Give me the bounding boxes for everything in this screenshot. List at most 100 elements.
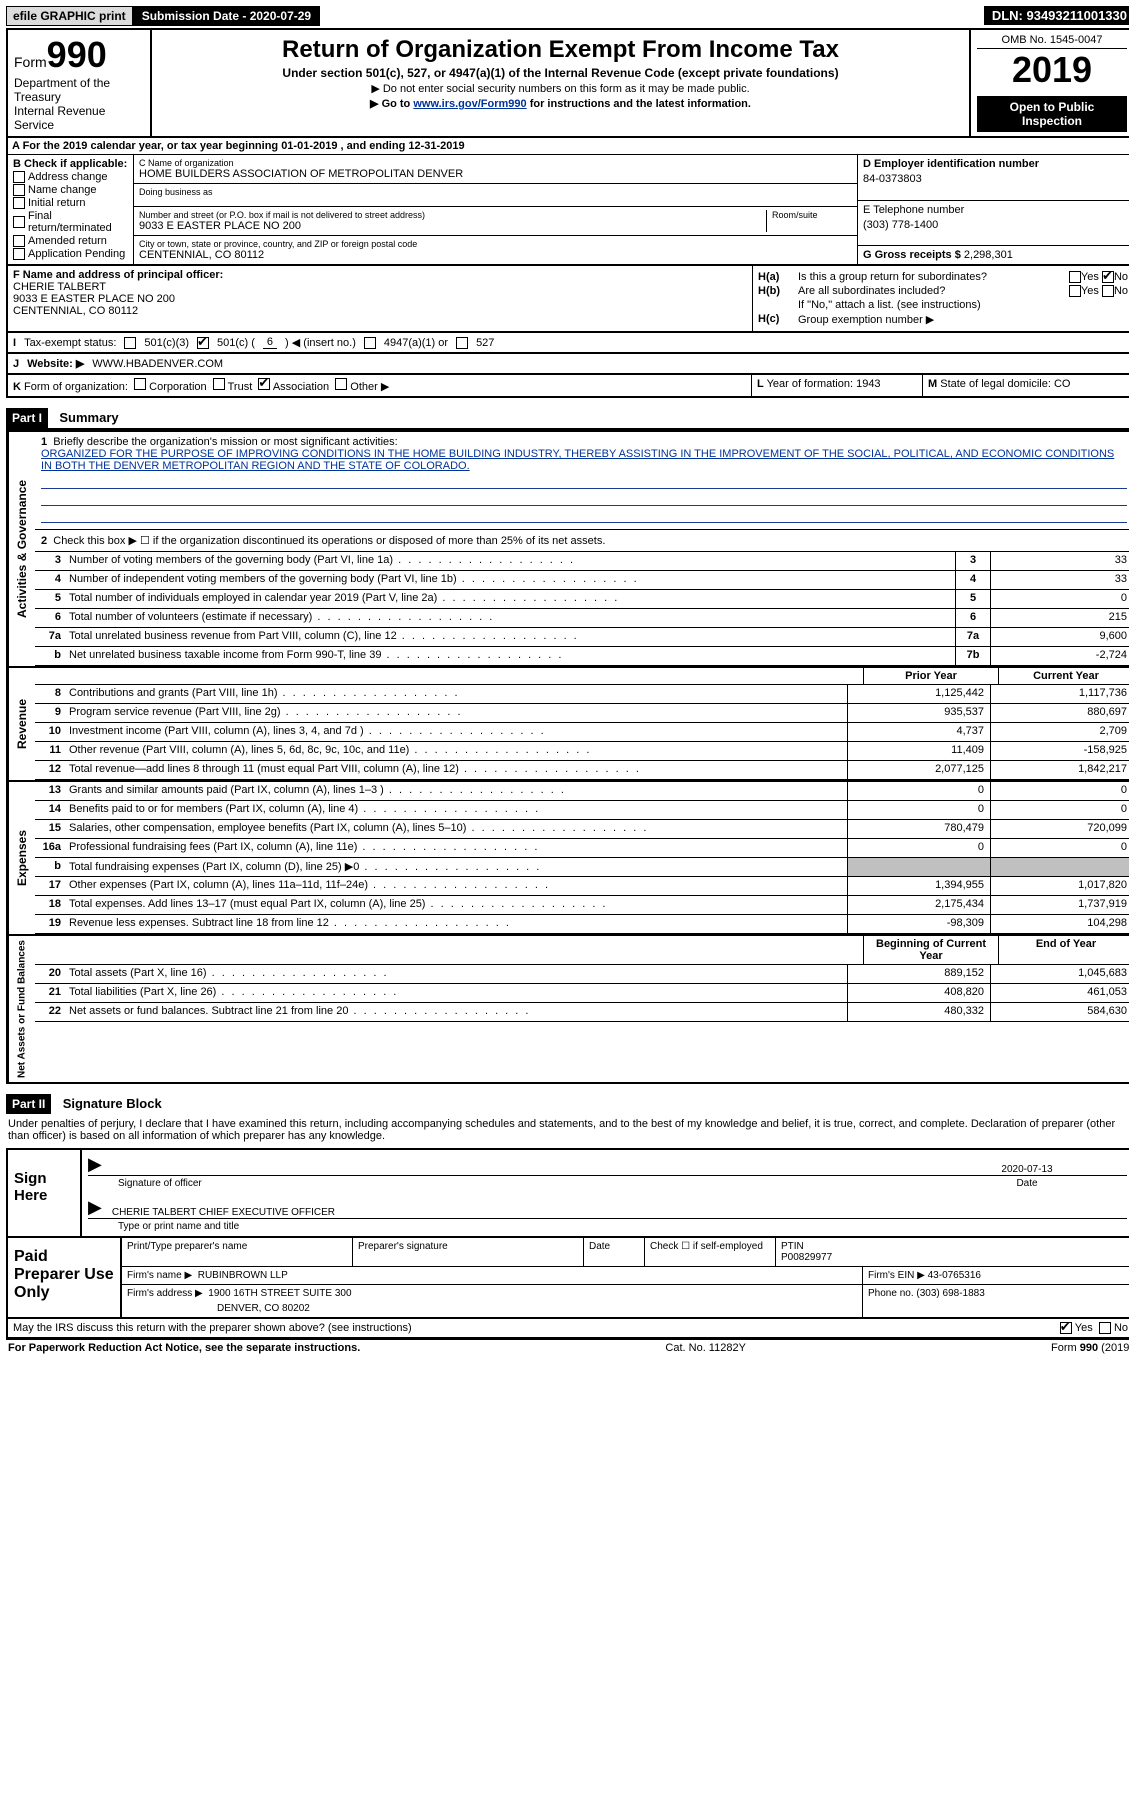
col-k: K Form of organization: Corporation Trus… — [8, 375, 752, 396]
ruled-line — [41, 491, 1127, 506]
f-officer-name: CHERIE TALBERT — [13, 281, 747, 293]
irs-link[interactable]: www.irs.gov/Form990 — [413, 98, 526, 110]
i-text: Tax-exempt status: — [24, 337, 116, 349]
footer-mid: Cat. No. 11282Y — [665, 1342, 746, 1354]
data-row: bTotal fundraising expenses (Part IX, co… — [35, 858, 1129, 877]
line-number: 18 — [35, 896, 65, 914]
data-row: 12Total revenue—add lines 8 through 11 (… — [35, 761, 1129, 780]
revenue-header: Prior Year Current Year — [35, 668, 1129, 685]
phone-value: (303) 698-1883 — [916, 1288, 984, 1299]
line-desc: Total revenue—add lines 8 through 11 (mu… — [65, 761, 847, 779]
sig-arrow-icon: ▶ — [88, 1154, 102, 1175]
prior-value: 11,409 — [847, 742, 990, 760]
line1-mission[interactable]: ORGANIZED FOR THE PURPOSE OF IMPROVING C… — [41, 448, 1114, 472]
line-box: 3 — [955, 552, 990, 570]
irs-label: Internal Revenue Service — [14, 104, 144, 132]
section-governance: Activities & Governance 1 Briefly descri… — [8, 430, 1129, 666]
label-address-change: Address change — [28, 171, 108, 183]
line-number: 10 — [35, 723, 65, 741]
checkbox-name-change[interactable] — [13, 184, 25, 196]
prior-value: 1,125,442 — [847, 685, 990, 703]
netassets-header: Beginning of Current Year End of Year — [35, 936, 1129, 965]
firm-name-label: Firm's name ▶ — [127, 1270, 192, 1281]
prior-value: 0 — [847, 782, 990, 800]
g-label: G Gross receipts $ — [863, 249, 961, 261]
e-phone-value: (303) 778-1400 — [863, 219, 1128, 231]
line-number: 22 — [35, 1003, 65, 1021]
label-501c-num: 6 — [263, 336, 277, 349]
current-value — [990, 858, 1129, 876]
checkbox-assoc[interactable] — [258, 378, 270, 390]
line-number: 8 — [35, 685, 65, 703]
checkbox-hb-no[interactable] — [1102, 285, 1114, 297]
checkbox-trust[interactable] — [213, 378, 225, 390]
line-desc: Grants and similar amounts paid (Part IX… — [65, 782, 847, 800]
checkbox-ha-yes[interactable] — [1069, 271, 1081, 283]
checkbox-amended-return[interactable] — [13, 235, 25, 247]
line-number: 17 — [35, 877, 65, 895]
line-desc: Other revenue (Part VIII, column (A), li… — [65, 742, 847, 760]
col-current-year: Current Year — [998, 668, 1129, 684]
footer-left: For Paperwork Reduction Act Notice, see … — [8, 1342, 360, 1354]
checkbox-ha-no[interactable] — [1102, 271, 1114, 283]
checkbox-hb-yes[interactable] — [1069, 285, 1081, 297]
data-row: 16aProfessional fundraising fees (Part I… — [35, 839, 1129, 858]
prior-value: 4,737 — [847, 723, 990, 741]
hb-note: If "No," attach a list. (see instruction… — [798, 299, 981, 311]
data-row: 14Benefits paid to or for members (Part … — [35, 801, 1129, 820]
header-mid: Return of Organization Exempt From Incom… — [152, 30, 971, 136]
checkbox-final-return[interactable] — [13, 216, 25, 228]
checkbox-501c3[interactable] — [124, 337, 136, 349]
label-no: No — [1114, 271, 1128, 283]
ruled-line — [41, 508, 1127, 523]
prior-value: 0 — [847, 801, 990, 819]
checkbox-discuss-no[interactable] — [1099, 1322, 1111, 1334]
vlabel-expenses: Expenses — [8, 782, 35, 934]
instr-goto-post: for instructions and the latest informat… — [527, 98, 751, 110]
checkbox-address-change[interactable] — [13, 171, 25, 183]
col-end-year: End of Year — [998, 936, 1129, 964]
line-desc: Professional fundraising fees (Part IX, … — [65, 839, 847, 857]
prior-value: 780,479 — [847, 820, 990, 838]
tax-year: 2019 — [977, 49, 1127, 91]
data-row: 21Total liabilities (Part X, line 26)408… — [35, 984, 1129, 1003]
line-number: 4 — [35, 571, 65, 589]
i-label: I — [13, 337, 16, 349]
label-other: Other ▶ — [350, 381, 389, 393]
row-i-tax-status: I Tax-exempt status: 501(c)(3) 501(c) (6… — [6, 333, 1129, 354]
data-row: 10Investment income (Part VIII, column (… — [35, 723, 1129, 742]
checkbox-corp[interactable] — [134, 378, 146, 390]
governance-row: 4Number of independent voting members of… — [35, 571, 1129, 590]
checkbox-501c[interactable] — [197, 337, 209, 349]
label-trust: Trust — [228, 381, 253, 393]
checkbox-initial-return[interactable] — [13, 197, 25, 209]
line-desc: Total fundraising expenses (Part IX, col… — [65, 858, 847, 876]
footer: For Paperwork Reduction Act Notice, see … — [6, 1339, 1129, 1356]
prior-value: 0 — [847, 839, 990, 857]
firm-addr-label: Firm's address ▶ — [127, 1288, 203, 1299]
line-number: 16a — [35, 839, 65, 857]
governance-row: 5Total number of individuals employed in… — [35, 590, 1129, 609]
part1-box: Activities & Governance 1 Briefly descri… — [6, 428, 1129, 1084]
efile-print-button[interactable]: efile GRAPHIC print — [6, 6, 133, 26]
k-text: Form of organization: — [24, 381, 128, 393]
current-value: 1,842,217 — [990, 761, 1129, 779]
col-c-org: C Name of organization HOME BUILDERS ASS… — [134, 155, 857, 264]
penalty-text: Under penalties of perjury, I declare th… — [6, 1114, 1129, 1146]
checkbox-discuss-yes[interactable] — [1060, 1322, 1072, 1334]
data-row: 13Grants and similar amounts paid (Part … — [35, 782, 1129, 801]
line-desc: Revenue less expenses. Subtract line 18 … — [65, 915, 847, 933]
row-j-website: J Website: ▶ WWW.HBADENVER.COM — [6, 354, 1129, 375]
checkbox-527[interactable] — [456, 337, 468, 349]
checkbox-application-pending[interactable] — [13, 248, 25, 260]
prior-value: -98,309 — [847, 915, 990, 933]
governance-row: 7aTotal unrelated business revenue from … — [35, 628, 1129, 647]
label-501c-pre: 501(c) ( — [217, 337, 255, 349]
form-subtitle: Under section 501(c), 527, or 4947(a)(1)… — [158, 66, 963, 80]
checkbox-other[interactable] — [335, 378, 347, 390]
part2-title: Signature Block — [63, 1096, 162, 1111]
checkbox-4947[interactable] — [364, 337, 376, 349]
prior-value: 889,152 — [847, 965, 990, 983]
current-value: 880,697 — [990, 704, 1129, 722]
c-org-name: HOME BUILDERS ASSOCIATION OF METROPOLITA… — [139, 168, 852, 180]
